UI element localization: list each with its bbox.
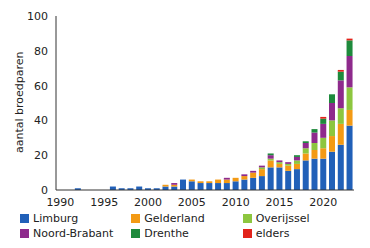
html-text:Overijssel: Overijssel xyxy=(255,212,310,225)
svg-text:40: 40 xyxy=(34,114,48,127)
svg-text:60: 60 xyxy=(34,80,48,93)
svg-text:0: 0 xyxy=(41,184,48,197)
svg-text:2005: 2005 xyxy=(178,196,206,209)
svg-text:100: 100 xyxy=(27,10,48,23)
svg-text:1995: 1995 xyxy=(90,196,118,209)
svg-text:80: 80 xyxy=(34,45,48,58)
svg-text:20: 20 xyxy=(34,149,48,162)
html-text:Gelderland: Gelderland xyxy=(144,212,205,225)
html-text:Limburg: Limburg xyxy=(33,212,79,225)
html-text:Noord-Brabant: Noord-Brabant xyxy=(33,227,114,240)
html-text:elders: elders xyxy=(255,227,290,240)
svg-text:2000: 2000 xyxy=(134,196,162,209)
svg-text:1990: 1990 xyxy=(46,196,74,209)
svg-text:2015: 2015 xyxy=(266,196,294,209)
svg-text:aantal broedparen: aantal broedparen xyxy=(13,51,26,153)
svg-text:2020: 2020 xyxy=(309,196,337,209)
html-text:Drenthe: Drenthe xyxy=(144,227,189,240)
svg-text:2010: 2010 xyxy=(222,196,250,209)
